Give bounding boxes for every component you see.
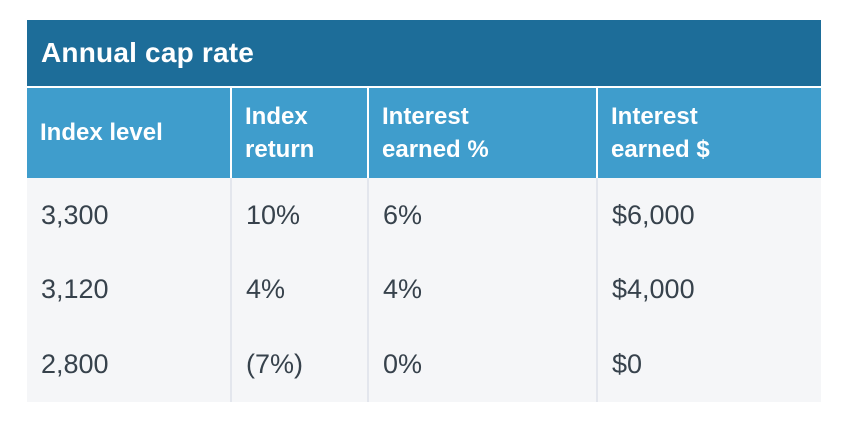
table-title: Annual cap rate (41, 37, 255, 68)
cell-row3-index-return: (7%) (232, 327, 367, 402)
table-title-bar: Annual cap rate (27, 20, 821, 86)
table-header-row: Index level Index return Interest earned… (27, 88, 821, 178)
annual-cap-rate-table: Annual cap rate Index level Index return… (27, 20, 821, 402)
column-header-interest-earned-pct: Interest earned % (369, 88, 596, 178)
cell-row2-index-level: 3,120 (27, 252, 230, 328)
table-body: 3,300 10% 6% $6,000 3,120 4% 4% $4,000 2… (27, 178, 821, 402)
cell-row3-interest-earned-pct: 0% (369, 327, 596, 402)
cell-row3-index-level: 2,800 (27, 327, 230, 402)
cell-row2-interest-earned-usd: $4,000 (598, 252, 821, 328)
cell-row1-index-level: 3,300 (27, 178, 230, 253)
cell-row1-interest-earned-usd: $6,000 (598, 178, 821, 253)
column-header-index-return: Index return (232, 88, 367, 178)
column-header-index-level: Index level (27, 88, 230, 178)
cell-row1-interest-earned-pct: 6% (369, 178, 596, 253)
cell-row3-interest-earned-usd: $0 (598, 327, 821, 402)
column-header-interest-earned-usd: Interest earned $ (598, 88, 821, 178)
cell-row2-interest-earned-pct: 4% (369, 252, 596, 328)
cell-row2-index-return: 4% (232, 252, 367, 328)
cell-row1-index-return: 10% (232, 178, 367, 253)
